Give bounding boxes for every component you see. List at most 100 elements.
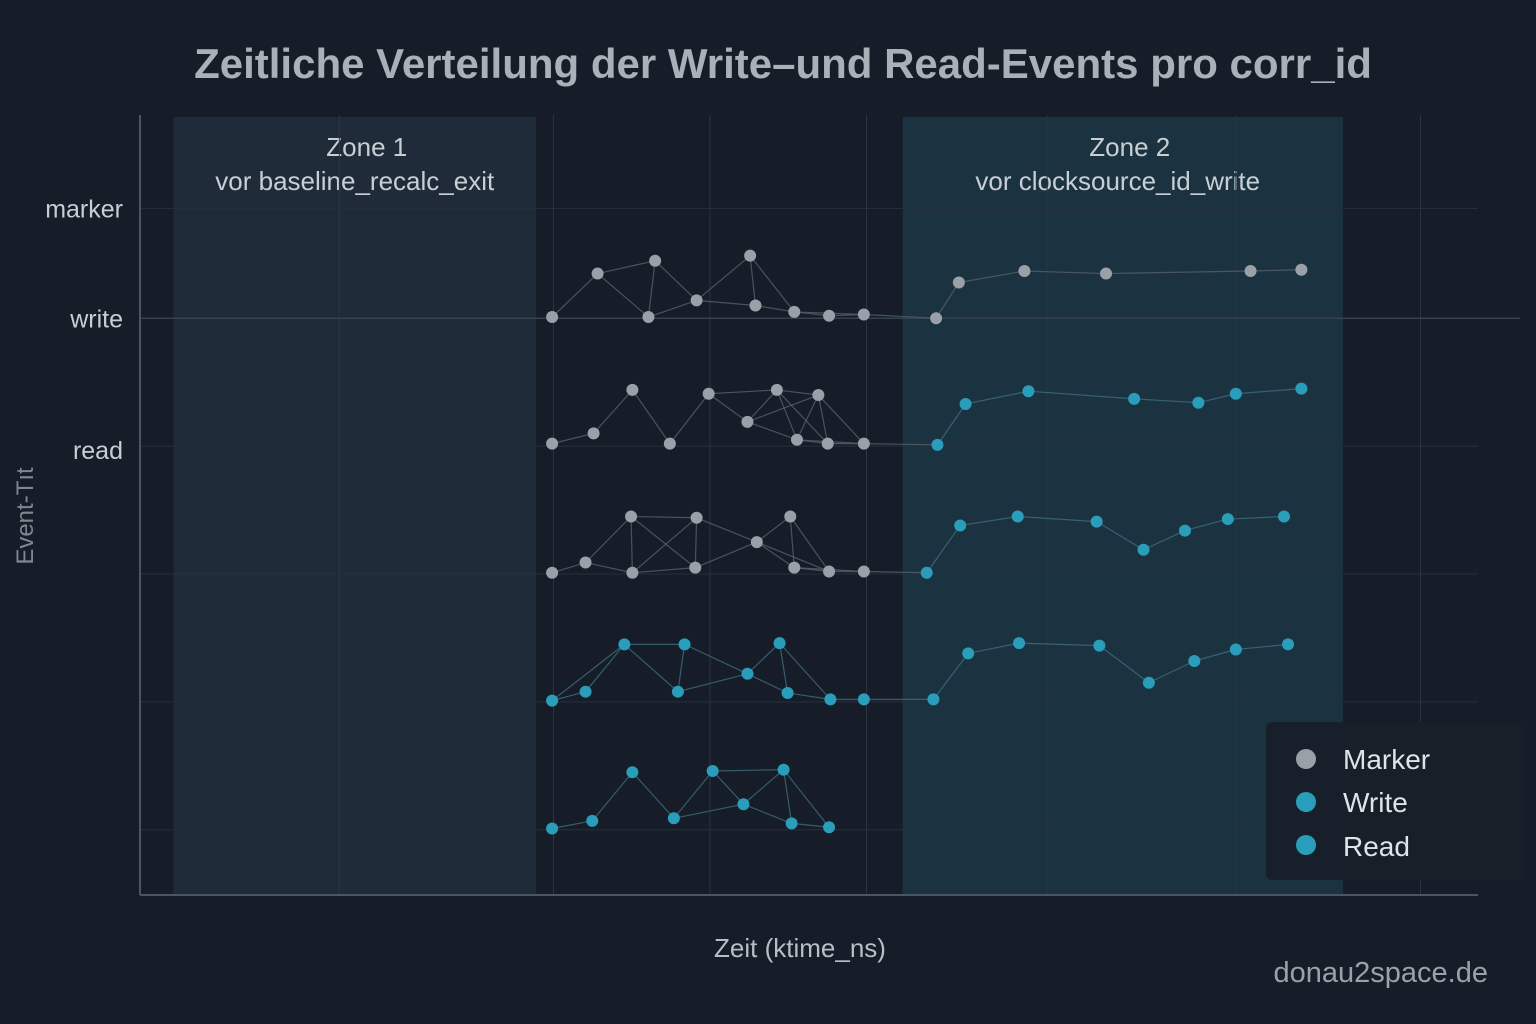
read-point bbox=[1142, 676, 1155, 689]
point-link bbox=[747, 642, 780, 675]
marker-point bbox=[546, 437, 559, 450]
watermark: donau2space.de bbox=[1274, 957, 1488, 989]
point-link bbox=[776, 389, 829, 445]
point-link bbox=[747, 421, 798, 441]
marker-point bbox=[788, 561, 801, 574]
point-link bbox=[1098, 645, 1150, 684]
y-tick-label-read: read bbox=[73, 437, 123, 465]
point-link bbox=[935, 282, 960, 319]
read-point bbox=[773, 637, 786, 650]
marker-point bbox=[857, 308, 870, 321]
point-link bbox=[1096, 521, 1144, 551]
read-point bbox=[927, 693, 940, 706]
point-link bbox=[647, 260, 656, 318]
marker-point bbox=[741, 415, 754, 428]
legend-label-write: Write bbox=[1343, 787, 1408, 818]
marker-point bbox=[784, 510, 797, 523]
y-axis-label: Event-Tıt bbox=[12, 467, 39, 565]
point-link bbox=[1134, 398, 1199, 404]
read-point bbox=[1295, 382, 1308, 395]
read-point bbox=[1137, 543, 1150, 556]
point-link bbox=[1148, 660, 1195, 684]
point-link bbox=[743, 803, 792, 824]
read-point bbox=[777, 763, 790, 776]
zone-2-subtitle: vor clocksource_id_write bbox=[975, 166, 1260, 196]
point-link bbox=[779, 642, 831, 700]
point-link bbox=[696, 517, 758, 543]
marker-point bbox=[625, 510, 638, 523]
read-point bbox=[920, 566, 933, 579]
point-link bbox=[926, 525, 961, 574]
point-link bbox=[631, 771, 675, 819]
marker-point bbox=[649, 254, 662, 267]
legend: Marker Write Read bbox=[1266, 722, 1524, 880]
read-point bbox=[1093, 639, 1106, 652]
point-link bbox=[1019, 642, 1100, 647]
point-link bbox=[694, 517, 698, 568]
marker-point bbox=[821, 437, 834, 450]
point-link bbox=[776, 389, 819, 396]
point-link bbox=[677, 673, 748, 693]
read-point bbox=[1178, 524, 1191, 537]
read-point bbox=[931, 438, 944, 451]
point-link bbox=[1017, 515, 1097, 523]
point-link bbox=[936, 403, 967, 446]
zone-2-title: Zone 2 bbox=[1089, 132, 1170, 162]
point-link bbox=[631, 517, 697, 574]
read-point bbox=[737, 798, 750, 811]
marker-point bbox=[788, 305, 801, 318]
marker-point bbox=[750, 536, 763, 549]
read-point bbox=[1221, 513, 1234, 526]
marker-point bbox=[663, 437, 676, 450]
points bbox=[546, 249, 1308, 835]
point-link bbox=[708, 393, 748, 423]
read-point bbox=[1277, 510, 1290, 523]
point-link bbox=[696, 255, 751, 301]
point-link bbox=[863, 313, 937, 319]
point-link bbox=[712, 770, 744, 805]
point-link bbox=[1106, 270, 1251, 275]
zones: Zone 1 vor baseline_recalc_exit Zone 2 vor … bbox=[173, 117, 1343, 895]
marker-point bbox=[1100, 267, 1113, 280]
marker-point bbox=[790, 433, 803, 446]
marker-point bbox=[823, 309, 836, 322]
point-link bbox=[551, 273, 599, 318]
point-link bbox=[1250, 269, 1302, 272]
read-point bbox=[1022, 385, 1035, 398]
read-point bbox=[1013, 637, 1026, 650]
marker-point bbox=[749, 299, 762, 312]
marker-point bbox=[591, 267, 604, 280]
point-link bbox=[623, 643, 679, 693]
marker-point bbox=[689, 561, 702, 574]
x-axis-label: Zeit (ktime_ns) bbox=[714, 933, 886, 963]
marker-point bbox=[952, 276, 965, 289]
point-link bbox=[1024, 270, 1107, 275]
read-point bbox=[962, 647, 975, 660]
point-link bbox=[597, 260, 656, 275]
read-point bbox=[586, 814, 599, 827]
point-link bbox=[958, 270, 1025, 284]
point-link bbox=[630, 516, 696, 569]
point-link bbox=[712, 769, 784, 772]
point-link bbox=[696, 299, 756, 307]
point-link bbox=[747, 673, 788, 694]
marker-point bbox=[579, 556, 592, 569]
marker-point bbox=[702, 387, 715, 400]
marker-point bbox=[770, 383, 783, 396]
marker-point bbox=[690, 511, 703, 524]
read-point bbox=[1090, 515, 1103, 528]
read-point bbox=[1011, 510, 1024, 523]
point-link bbox=[673, 770, 714, 819]
point-link bbox=[789, 516, 830, 572]
point-link bbox=[791, 822, 830, 828]
marker-point bbox=[857, 437, 870, 450]
point-link bbox=[673, 803, 744, 819]
point-link bbox=[632, 567, 696, 574]
legend-label-read: Read bbox=[1343, 831, 1410, 862]
point-link bbox=[960, 515, 1018, 527]
legend-marker-dot bbox=[1296, 749, 1316, 769]
point-link bbox=[669, 393, 710, 444]
point-link bbox=[630, 516, 633, 573]
point-link bbox=[817, 394, 865, 445]
